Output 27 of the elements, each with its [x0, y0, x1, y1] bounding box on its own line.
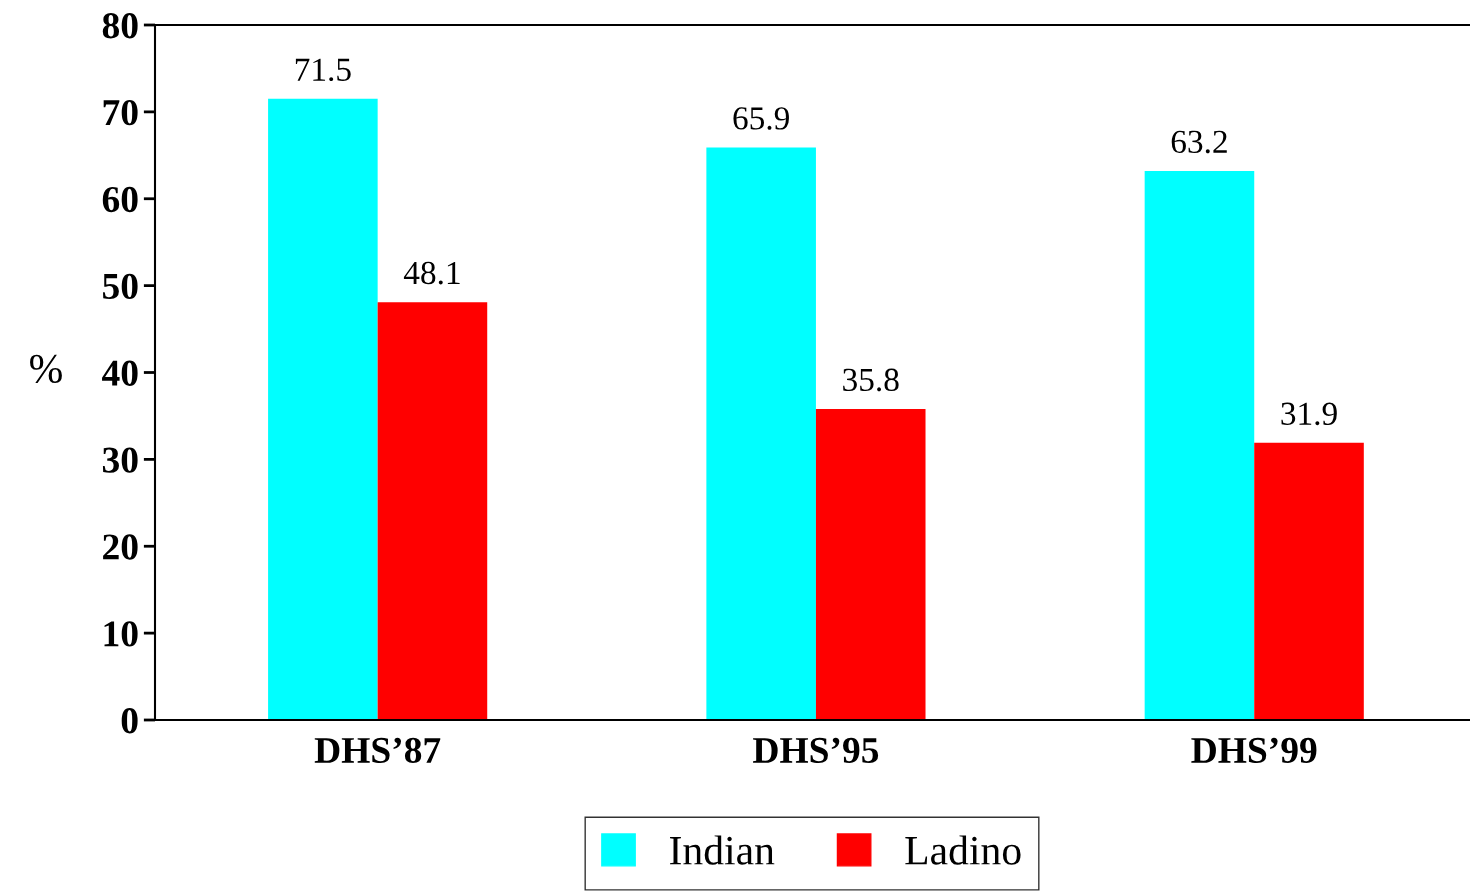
x-tick-label: DHS’95 [753, 737, 879, 764]
y-tick-label: 80 [102, 13, 138, 39]
y-tick-label: 60 [102, 186, 138, 213]
bar [1144, 170, 1255, 720]
y-axis-title: % [30, 354, 62, 384]
data-label: 63.2 [1171, 130, 1227, 154]
bar [1254, 442, 1364, 720]
y-tick-label: 30 [102, 447, 138, 473]
y-tick-label: 20 [103, 534, 138, 560]
x-tick-label: DHS’87 [314, 737, 441, 764]
data-label: 71.5 [295, 58, 351, 82]
y-tick-label: 40 [102, 360, 138, 386]
y-tick-label: 50 [103, 273, 138, 299]
y-tick-label: 0 [121, 708, 138, 734]
bar [815, 408, 926, 720]
bar [268, 98, 378, 720]
y-tick-label: 10 [104, 621, 138, 647]
data-label: 48.1 [403, 261, 460, 285]
data-label: 65.9 [733, 107, 789, 130]
legend-label: Ladino [905, 835, 1021, 865]
legend-label: Indian [670, 835, 775, 865]
data-label: 35.8 [843, 368, 899, 392]
y-tick-label: 70 [103, 99, 138, 126]
bar [377, 302, 488, 720]
x-tick-label: DHS’99 [1191, 737, 1317, 764]
bar [706, 147, 816, 720]
data-label: 31.9 [1281, 402, 1337, 426]
